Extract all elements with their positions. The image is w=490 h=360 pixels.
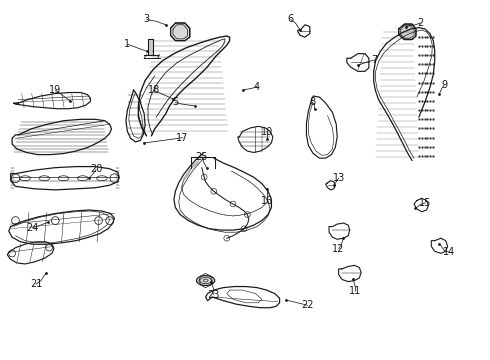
Text: 13: 13 [333,173,345,183]
Text: 5: 5 [172,98,178,107]
Text: 3: 3 [144,14,149,24]
Text: 16: 16 [261,196,273,206]
Text: 24: 24 [26,222,39,233]
Text: 8: 8 [309,98,315,107]
Text: 11: 11 [349,286,362,296]
Text: 17: 17 [176,133,189,143]
Text: 21: 21 [30,279,42,289]
Text: 12: 12 [332,244,345,254]
Polygon shape [148,39,153,55]
Text: 1: 1 [124,39,130,49]
Text: 15: 15 [419,198,431,208]
Text: 9: 9 [441,80,447,90]
Text: 10: 10 [261,127,273,138]
Text: 19: 19 [49,85,61,95]
Text: 14: 14 [443,247,455,257]
Text: 2: 2 [417,18,423,28]
Text: 6: 6 [288,14,294,24]
Polygon shape [171,23,190,41]
Text: 22: 22 [301,300,314,310]
Ellipse shape [196,276,215,285]
Text: 4: 4 [254,81,260,91]
Text: 23: 23 [208,290,220,300]
Polygon shape [399,24,416,40]
Text: 25: 25 [196,152,208,162]
Text: 18: 18 [147,85,160,95]
Text: 20: 20 [90,165,102,174]
Text: 7: 7 [371,55,378,65]
